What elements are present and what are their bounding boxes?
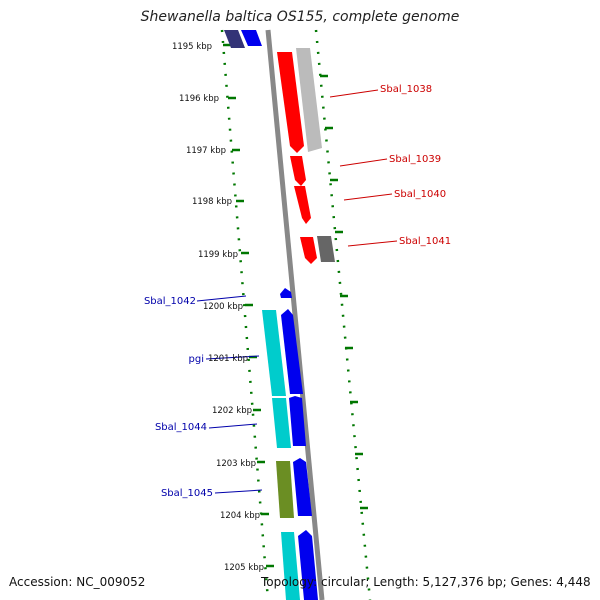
scale-label: 1201 kbp	[208, 354, 248, 364]
strand-line	[265, 29, 325, 600]
accession-text: Accession: NC_009052	[9, 575, 146, 589]
gene-sbal-1038	[277, 52, 304, 153]
left-label-leaders	[196, 295, 263, 494]
gene-cyan-bottom	[281, 532, 300, 600]
gene-label-sbal-1038: Sbal_1038	[380, 84, 432, 95]
scale-label: 1203 kbp	[216, 459, 256, 469]
gene-label-sbal-1041: Sbal_1041	[399, 236, 451, 247]
gene-grey-1	[296, 48, 322, 152]
right-dotted-scale	[314, 29, 372, 600]
scale-label: 1202 kbp	[212, 406, 252, 416]
gene-blue-3	[289, 396, 306, 446]
left-major-ticks	[223, 43, 274, 568]
gene-blue-2	[281, 309, 303, 394]
right-major-ticks	[320, 74, 368, 510]
gene-pgi	[262, 310, 286, 396]
gene-blue-4	[293, 458, 312, 516]
gene-navy-top	[224, 30, 245, 48]
gene-label-sbal-1040: Sbal_1040	[394, 189, 446, 200]
scale-label: 1195 kbp	[172, 42, 212, 52]
gene-sbal-1041	[300, 237, 317, 264]
scale-label: 1200 kbp	[203, 302, 243, 312]
gene-label-pgi: pgi	[189, 354, 204, 365]
scale-label: 1205 kbp	[224, 563, 264, 573]
gene-blue-bottom	[298, 530, 318, 600]
scale-label: 1197 kbp	[186, 146, 226, 156]
genome-summary-text: Topology: circular; Length: 5,127,376 bp…	[261, 575, 591, 589]
gene-sbal-1044	[272, 398, 291, 448]
right-label-leaders	[329, 89, 398, 247]
map-title: Shewanella baltica OS155, complete genom…	[140, 9, 460, 25]
gene-sbal-1042	[280, 288, 292, 298]
gene-label-sbal-1045: Sbal_1045	[161, 488, 213, 499]
gene-sbal-1039	[290, 156, 306, 186]
scale-label: 1199 kbp	[198, 250, 238, 260]
gene-grey-2	[317, 236, 335, 262]
scale-label: 1198 kbp	[192, 197, 232, 207]
scale-labels: 1195 kbp 1196 kbp 1197 kbp 1198 kbp 1199…	[172, 42, 264, 573]
left-gene-labels: Sbal_1042 pgi Sbal_1044 Sbal_1045	[144, 296, 213, 499]
gene-label-sbal-1044: Sbal_1044	[155, 422, 207, 433]
gene-sbal-1045	[276, 461, 294, 518]
scale-label: 1196 kbp	[179, 94, 219, 104]
gene-blue-top	[241, 30, 262, 46]
right-gene-labels: Sbal_1038 Sbal_1039 Sbal_1040 Sbal_1041	[380, 84, 451, 247]
gene-label-sbal-1042: Sbal_1042	[144, 296, 196, 307]
gene-label-sbal-1039: Sbal_1039	[389, 154, 441, 165]
scale-label: 1204 kbp	[220, 511, 260, 521]
gene-sbal-1040	[294, 186, 311, 224]
